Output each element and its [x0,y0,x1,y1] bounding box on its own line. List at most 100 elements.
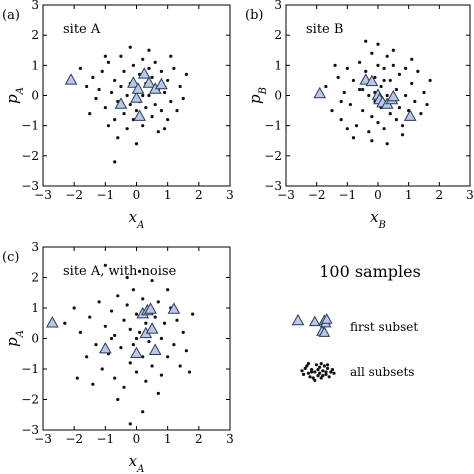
sample-dot [159,373,164,377]
sample-dot [141,93,145,98]
sample-dot [178,364,182,368]
scatter-panel-2: −3 −2 −1 0 1 2 3 −3 −2 −1 0 1 2 3 (b) site B xB pB [245,0,474,231]
sample-dot [370,115,374,119]
sample-dot [358,87,362,92]
sample-dot [97,300,101,304]
sample-dot [391,63,395,67]
sample-dot [330,108,334,113]
y-axis-label: pA [3,330,26,347]
sample-dot [367,93,371,98]
sample-dot [134,108,139,113]
sample-dot [94,96,98,101]
sample-dot [131,343,135,347]
legend-dot [332,371,336,375]
sample-dot [85,355,89,359]
legend-dot [318,365,322,369]
sample-dot [106,124,111,128]
y-tick-label: −2 [21,393,39,407]
sample-dot [324,84,328,89]
sample-dot [150,278,154,283]
sample-dot [147,48,151,52]
sample-dot [113,376,117,380]
first-subset-triangle [155,77,168,90]
sample-dot [385,54,389,58]
sample-dot [134,142,139,146]
sample-dot [184,72,188,76]
sample-dot [88,112,92,116]
sample-dot [125,93,129,98]
sample-dot [100,69,104,73]
sample-dot [94,343,98,347]
y-tick-label: 2 [274,28,282,42]
sample-dot [354,124,359,128]
sample-dot [367,130,371,134]
sample-dot [410,57,414,61]
y-tick-label: 1 [31,58,39,72]
y-axis-label: pA [3,87,26,104]
y-tick-label: 3 [31,0,39,12]
legend-dot [303,366,307,370]
sample-dot [103,324,107,328]
sample-dot [169,54,173,58]
x-tick-label: 3 [226,188,234,202]
sample-dot [159,69,164,73]
sample-dot [153,315,157,319]
x-tick-label: 1 [405,188,413,202]
sample-dot [376,63,380,67]
x-tick-label: 0 [374,188,382,202]
legend-dot [310,370,314,374]
sample-dot [339,118,343,122]
legend-dot [326,366,330,370]
x-tick-label: −3 [34,432,52,446]
panel-annotation: site A [63,22,101,37]
sample-dot [345,66,349,70]
sample-dot [379,84,383,89]
sample-dot [122,385,126,389]
legend-dot [327,375,331,379]
sample-dot [122,112,126,116]
sample-dot [351,136,356,140]
sample-dot [125,303,129,307]
sample-dot [134,312,139,316]
y-axis-label: pB [246,87,269,104]
legend-first-subset-marker [291,313,333,337]
sample-dot [175,108,179,113]
first-subset-triangle [127,76,140,88]
y-tick-label: 3 [274,0,282,12]
legend-dot [318,371,322,375]
first-subset-triangle [133,109,146,121]
sample-dot [166,118,170,122]
sample-dot [388,112,392,116]
sample-dot [351,78,356,83]
legend-dot [321,369,325,373]
legend-dot [329,370,333,374]
sample-dot [358,60,362,64]
x-tick-label: −2 [65,432,83,446]
sample-dot [116,397,120,402]
first-subset-triangle [167,302,181,314]
first-subset-triangle [64,73,78,85]
legend-dot [330,368,334,372]
sample-dot [138,269,142,273]
sample-dot [88,315,92,319]
sample-dot [156,300,160,304]
sample-dot [394,118,398,122]
sample-dot [128,102,132,107]
x-tick-label: −2 [308,188,326,202]
sample-dot [400,133,405,137]
legend-dot [316,368,320,372]
sample-dot [147,66,151,70]
legend-dot [302,372,306,376]
scatter-panel-3: −3 −2 −1 0 1 2 3 −3 −2 −1 0 1 2 3 (c) site A, with nois… [2,240,234,474]
x-tick-label: 3 [226,432,234,446]
sample-dot [128,327,132,331]
x-tick-label: −2 [65,188,83,202]
y-tick-label: 0 [31,89,39,103]
sample-dot [345,127,349,131]
legend-dot [321,374,325,378]
sample-dot [333,63,337,67]
sample-dot [150,115,154,119]
y-tick-label: −1 [21,119,39,133]
legend-all-subsets-marker [300,362,336,382]
sample-dot [382,127,386,131]
